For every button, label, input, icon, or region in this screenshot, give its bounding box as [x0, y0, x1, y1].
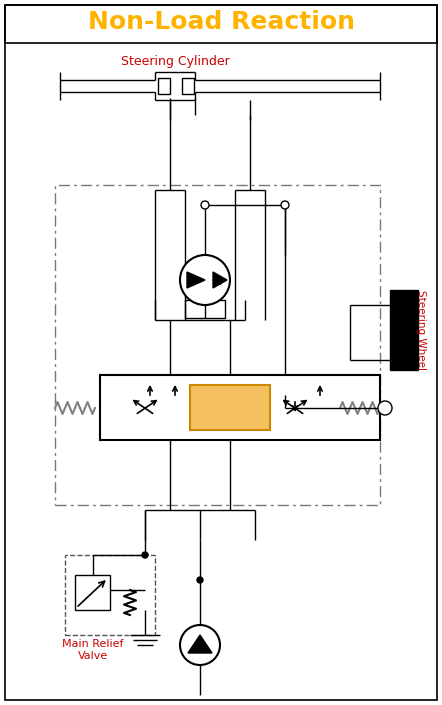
Circle shape: [180, 255, 230, 305]
Text: Steering Wheel: Steering Wheel: [416, 290, 426, 370]
Text: Non-Load Reaction: Non-Load Reaction: [88, 10, 354, 34]
Circle shape: [180, 625, 220, 665]
Bar: [55, 185, 380, 505]
Text: Steering Cylinder: Steering Cylinder: [121, 56, 229, 68]
Bar: [65, 555, 155, 635]
Bar: [75, 575, 110, 610]
Bar: [5, 5, 437, 43]
Text: Main Relief
Valve: Main Relief Valve: [62, 639, 124, 661]
Polygon shape: [213, 272, 227, 288]
Bar: [158, 78, 170, 94]
Polygon shape: [187, 272, 205, 288]
Circle shape: [197, 577, 203, 583]
Polygon shape: [188, 635, 212, 653]
Bar: [182, 78, 194, 94]
Circle shape: [201, 201, 209, 209]
Bar: [390, 290, 418, 370]
Bar: [190, 385, 270, 430]
Circle shape: [142, 552, 148, 558]
Bar: [100, 375, 380, 440]
Circle shape: [378, 401, 392, 415]
Circle shape: [281, 201, 289, 209]
Bar: [185, 300, 225, 318]
